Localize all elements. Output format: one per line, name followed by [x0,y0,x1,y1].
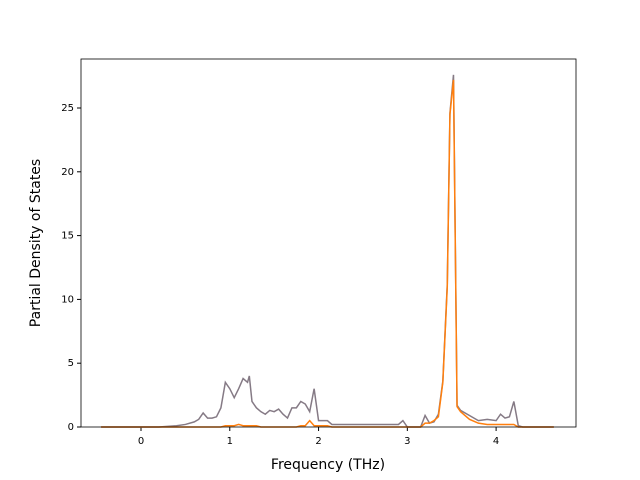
y-axis-label: Partial Density of States [28,159,44,327]
data-line [101,74,554,428]
x-tick-label: 4 [493,436,499,447]
x-tick-label: 1 [227,436,233,447]
y-tick-label: 0 [68,422,74,433]
y-tick-label: 25 [61,103,74,114]
x-axis-label: Frequency (THz) [271,457,385,473]
data-line [101,79,554,428]
plot-frame [80,58,577,428]
y-tick-label: 20 [61,167,74,178]
x-tick-label: 0 [138,436,144,447]
x-tick-label: 2 [315,436,321,447]
y-tick-label: 15 [61,231,74,242]
y-tick-label: 5 [68,358,74,369]
x-tick-label: 3 [404,436,410,447]
y-tick-label: 10 [61,294,74,305]
